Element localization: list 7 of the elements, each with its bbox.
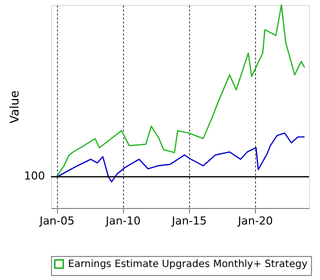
y-axis-title: Value (8, 90, 22, 124)
x-tick-label: Jan-10 (104, 214, 141, 228)
text: 100 (24, 170, 45, 183)
legend-label: Earnings Estimate Upgrades Monthly+ Strategy (68, 259, 308, 270)
x-tick-label: Jan-05 (38, 214, 75, 228)
x-tick-label: Jan-15 (170, 214, 207, 228)
x-tick-label: Jan-20 (236, 214, 273, 228)
